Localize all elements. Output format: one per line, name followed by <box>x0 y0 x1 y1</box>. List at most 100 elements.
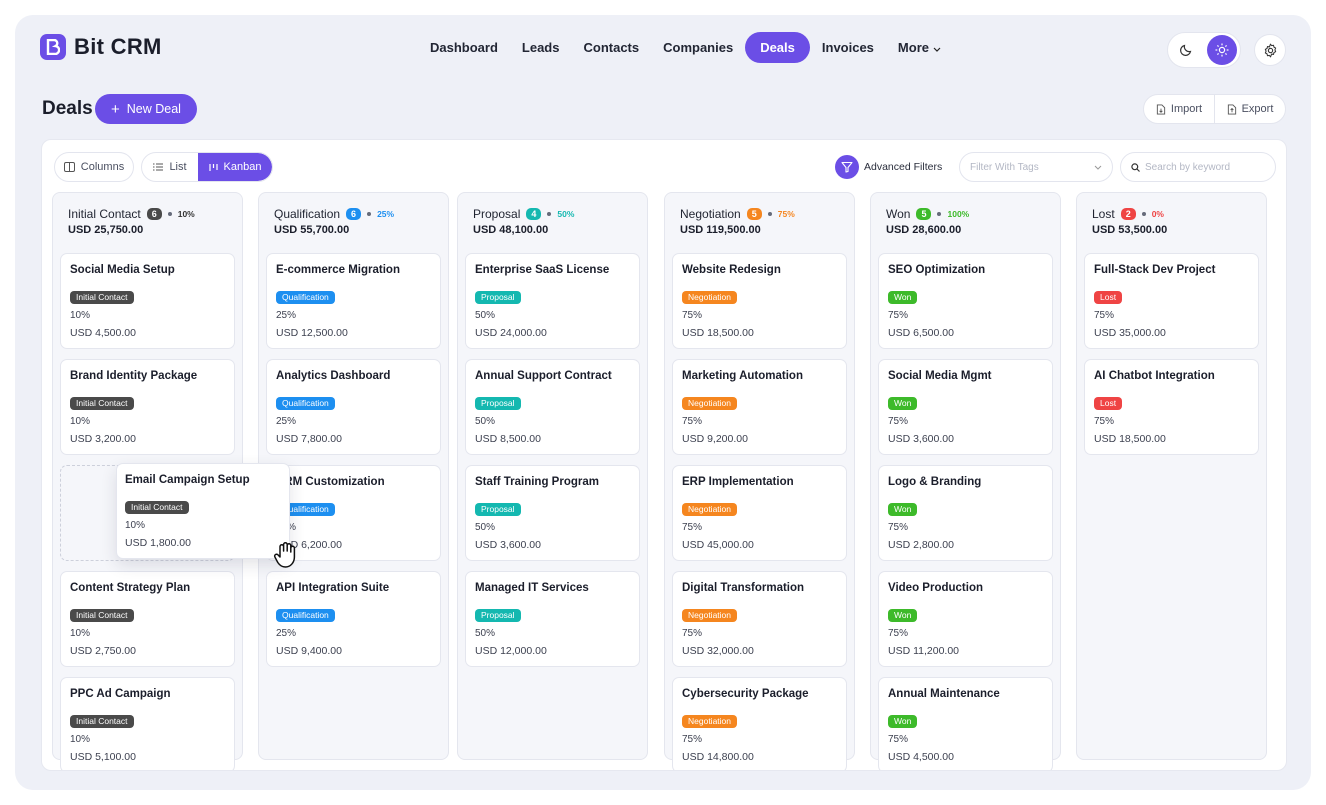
logo[interactable]: Bit CRM <box>40 34 162 60</box>
deal-amount: USD 45,000.00 <box>682 539 754 551</box>
deal-card[interactable]: Video Production Won 75% USD 11,200.00 <box>878 571 1053 667</box>
deal-title: Digital Transformation <box>682 582 805 594</box>
deal-amount: USD 9,400.00 <box>276 645 342 657</box>
column-probability: 50% <box>557 209 575 219</box>
settings-button[interactable] <box>1254 34 1286 66</box>
dragging-deal-card[interactable]: Email Campaign Setup Initial Contact 10% US… <box>116 463 290 559</box>
deal-amount: USD 4,500.00 <box>70 327 136 339</box>
nav-dashboard[interactable]: Dashboard <box>418 32 510 63</box>
deal-card[interactable]: CRM CustomizationQualification25%USD 6,2… <box>266 465 441 561</box>
deal-probability: 10% <box>70 416 91 427</box>
kanban-view-button[interactable]: Kanban <box>198 153 272 181</box>
nav-deals[interactable]: Deals <box>745 32 810 63</box>
export-button[interactable]: Export <box>1214 95 1285 123</box>
deal-card[interactable]: Managed IT Services Proposal 50% USD 12,000… <box>465 571 640 667</box>
deal-card[interactable]: E-commerce Migration Qualification 25% USD … <box>266 253 441 349</box>
deal-amount: USD 3,600.00 <box>888 433 954 445</box>
deal-probability: 25% <box>276 310 297 321</box>
nav-label: Dashboard <box>430 40 498 55</box>
moon-icon[interactable] <box>1171 35 1201 65</box>
deal-title: PPC Ad Campaign <box>70 688 171 700</box>
columns-button[interactable]: Columns <box>54 152 134 182</box>
theme-toggle[interactable] <box>1167 32 1241 68</box>
deal-title: ERP Implementation <box>682 476 794 488</box>
deal-probability: 75% <box>682 522 703 533</box>
stage-badge: Initial Contact <box>70 397 134 410</box>
deal-card[interactable]: Analytics Dashboard Qualification 25% USD 7… <box>266 359 441 455</box>
stage-badge: Lost <box>1094 291 1123 304</box>
search-input[interactable]: Search by keyword <box>1120 152 1276 182</box>
deal-probability: 75% <box>682 734 703 745</box>
column-name: Proposal <box>473 207 521 221</box>
nav-leads[interactable]: Leads <box>510 32 572 63</box>
deal-title: CRM Customization <box>276 476 385 488</box>
deal-probability: 75% <box>888 416 909 427</box>
deal-card[interactable]: Annual Support Contract Proposal 50% USD 8,… <box>465 359 640 455</box>
deal-card[interactable]: Enterprise SaaS License Proposal 50% USD 24… <box>465 253 640 349</box>
deal-amount: USD 6,500.00 <box>888 327 954 339</box>
deal-card[interactable]: API Integration Suite Qualification 25% USD… <box>266 571 441 667</box>
stage-badge: Qualification <box>276 397 335 410</box>
deal-amount: USD 14,800.00 <box>682 751 754 763</box>
nav-more[interactable]: More <box>886 32 953 63</box>
kanban-column-negotiation[interactable]: Negotiation 5 75% USD 119,500.00 Website Red… <box>664 192 855 770</box>
deal-probability: 75% <box>1094 310 1115 321</box>
column-total: USD 119,500.00 <box>680 224 761 236</box>
deal-card[interactable]: Full-Stack Dev Project Lost 75% USD 35,000.… <box>1084 253 1259 349</box>
logo-mark-icon <box>40 34 66 60</box>
deal-title: Marketing Automation <box>682 370 803 382</box>
deal-title: SEO Optimization <box>888 264 986 276</box>
advanced-filters-button[interactable]: Advanced Filters <box>835 152 942 182</box>
deal-probability: 75% <box>888 628 909 639</box>
deal-card[interactable]: Cybersecurity Package Negotiation 75% USD 1… <box>672 677 847 770</box>
kanban-column-proposal[interactable]: Proposal 4 50% USD 48,100.00 Enterprise SaaS… <box>457 192 648 760</box>
sun-icon[interactable] <box>1207 35 1237 65</box>
deal-title: Analytics Dashboard <box>276 370 391 382</box>
tag-filter-select[interactable]: Filter With Tags <box>959 152 1113 182</box>
list-view-button[interactable]: List <box>142 153 198 181</box>
deal-probability: 25% <box>276 416 297 427</box>
deal-probability: 10% <box>70 734 91 745</box>
deal-amount: USD 11,200.00 <box>888 645 960 657</box>
nav-label: Invoices <box>821 40 874 55</box>
deal-card[interactable]: Content Strategy Plan Initial Contact 10% U… <box>60 571 235 667</box>
stage-badge: Proposal <box>475 291 521 304</box>
column-header: Negotiation 5 75% <box>680 207 795 221</box>
deal-title: Annual Maintenance <box>888 688 1000 700</box>
deal-amount: USD 3,600.00 <box>475 539 541 551</box>
stage-badge: Lost <box>1094 397 1123 410</box>
deal-title: Content Strategy Plan <box>70 582 191 594</box>
deal-card[interactable]: AI Chatbot Integration Lost 75% USD 18,500.… <box>1084 359 1259 455</box>
deal-card[interactable]: Social Media Mgmt Won 75% USD 3,600.00 <box>878 359 1053 455</box>
tag-filter-placeholder: Filter With Tags <box>970 161 1039 173</box>
advanced-filters-label: Advanced Filters <box>864 161 943 173</box>
import-button[interactable]: Import <box>1144 95 1214 123</box>
file-export-icon <box>1227 103 1236 115</box>
deal-card[interactable]: ERP Implementation Negotiation 75% USD 45,0… <box>672 465 847 561</box>
deal-card[interactable]: Website Redesign Negotiation 75% USD 18,500… <box>672 253 847 349</box>
kanban-column-won[interactable]: Won 5 100% USD 28,600.00 SEO Optimization Won… <box>870 192 1061 770</box>
deal-card[interactable]: SEO Optimization Won 75% USD 6,500.00 <box>878 253 1053 349</box>
deal-card[interactable]: Logo & Branding Won 75% USD 2,800.00 <box>878 465 1053 561</box>
nav-contacts[interactable]: Contacts <box>571 32 651 63</box>
deal-title: Managed IT Services <box>475 582 589 594</box>
kanban-column-lost[interactable]: Lost 2 0% USD 53,500.00 Full-Stack Dev Proje… <box>1076 192 1267 760</box>
stage-badge: Initial Contact <box>125 501 189 514</box>
column-count-badge: 6 <box>146 208 162 220</box>
deal-card[interactable]: Social Media Setup Initial Contact 10% USD … <box>60 253 235 349</box>
deal-title: Website Redesign <box>682 264 781 276</box>
deal-card[interactable]: Staff Training Program Proposal 50% USD 3,6… <box>465 465 640 561</box>
nav-label: More <box>897 40 929 55</box>
deal-card[interactable]: Digital Transformation Negotiation 75% USD … <box>672 571 847 667</box>
column-name: Qualification <box>274 207 341 221</box>
new-deal-button[interactable]: + New Deal <box>95 94 197 124</box>
nav-companies[interactable]: Companies <box>651 32 745 63</box>
nav-invoices[interactable]: Invoices <box>810 32 886 63</box>
deal-card[interactable]: Annual Maintenance Won 75% USD 4,500.00 <box>878 677 1053 770</box>
deal-amount: USD 9,200.00 <box>682 433 748 445</box>
deal-card[interactable]: PPC Ad Campaign Initial Contact 10% USD 5,1… <box>60 677 235 770</box>
app-name: Bit CRM <box>74 34 162 59</box>
deal-card[interactable]: Brand Identity Package Initial Contact 10%… <box>60 359 235 455</box>
deal-card[interactable]: Marketing Automation Negotiation 75% USD 9,… <box>672 359 847 455</box>
stage-badge: Initial Contact <box>70 291 134 304</box>
